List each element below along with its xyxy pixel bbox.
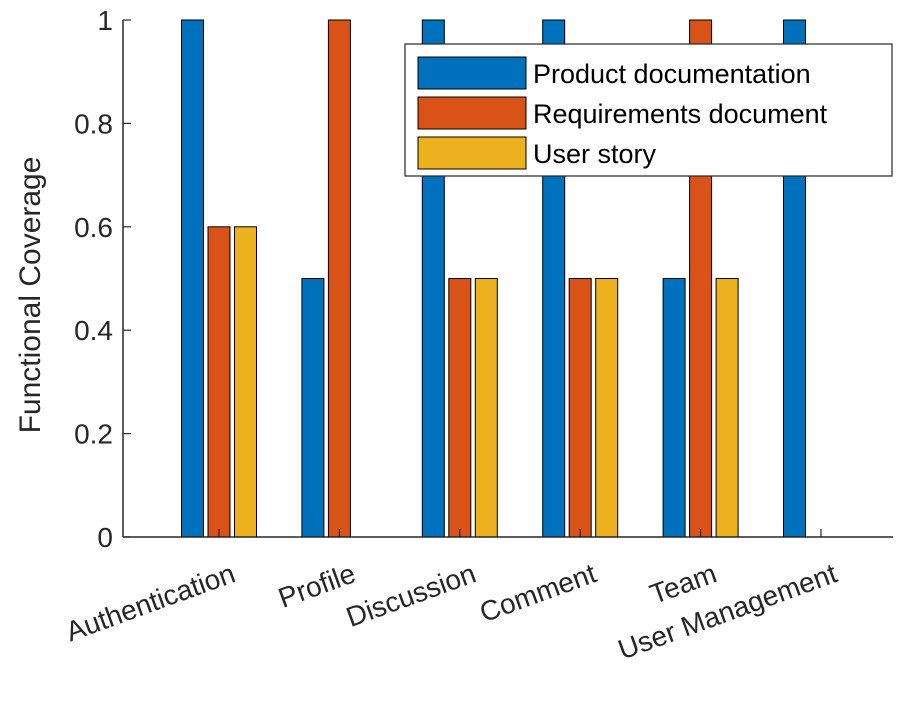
legend-swatch: [417, 56, 527, 90]
legend-swatch: [417, 136, 527, 170]
bar-authentication-user-story: [234, 226, 257, 538]
x-tick-label: Authentication: [62, 558, 239, 648]
bar-team-user-story: [715, 278, 739, 538]
legend: Product documentation Requirements docume…: [404, 43, 893, 177]
y-tick-label: 0: [97, 522, 113, 553]
y-tick-label: 0.8: [74, 108, 113, 139]
bar-comment-user-story: [595, 278, 619, 538]
bar-profile-product-documentation: [301, 278, 325, 538]
legend-swatch: [417, 96, 527, 130]
y-axis-label: Functional Coverage: [14, 157, 47, 434]
bar-authentication-requirements-document: [207, 226, 231, 538]
bar-team-product-documentation: [662, 278, 686, 538]
y-ticks-group: 0 0.2 0.4 0.6 0.8 1: [74, 5, 131, 553]
legend-label: Requirements document: [533, 99, 828, 129]
x-tick-label: User Management: [614, 557, 841, 665]
x-tick-label: Discussion: [342, 558, 480, 633]
y-tick-label: 0.4: [74, 315, 113, 346]
y-tick-label: 0.6: [74, 212, 113, 243]
axes-group: [122, 20, 893, 538]
y-tick-label: 0.2: [74, 419, 113, 450]
bar-discussion-requirements-document: [448, 278, 472, 538]
legend-label: Product documentation: [533, 59, 811, 89]
legend-label: User story: [533, 139, 657, 169]
bar-discussion-user-story: [474, 278, 498, 538]
bar-comment-requirements-document: [568, 278, 592, 538]
y-tick-label: 1: [97, 5, 113, 36]
bar-profile-requirements-document: [327, 19, 351, 538]
bar-authentication-product-documentation: [181, 19, 204, 538]
x-tick-label: Comment: [476, 557, 601, 628]
